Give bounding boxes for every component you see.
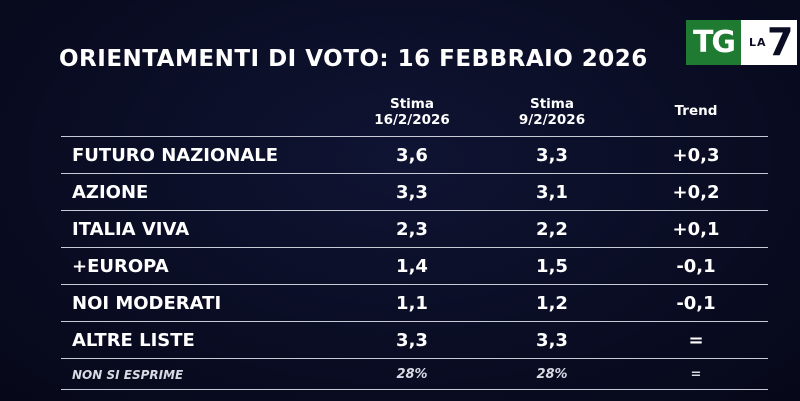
current-estimate: 3,3 bbox=[396, 330, 428, 351]
tgla7-logo: TG LA 7 bbox=[686, 20, 797, 65]
previous-estimate: 1,5 bbox=[536, 256, 568, 277]
trend-value: -0,1 bbox=[676, 293, 716, 314]
current-estimate: 1,1 bbox=[396, 293, 428, 314]
column-header-current-line2: 16/2/2026 bbox=[374, 112, 450, 128]
previous-estimate: 3,3 bbox=[536, 145, 568, 166]
party-name: FUTURO NAZIONALE bbox=[72, 145, 279, 166]
column-header-trend: Trend bbox=[674, 103, 718, 119]
trend-value: +0,2 bbox=[672, 182, 720, 203]
table-row-no-opinion: NON SI ESPRIME 28% 28% = bbox=[61, 358, 768, 390]
party-name: +EUROPA bbox=[72, 256, 169, 277]
previous-estimate: 28% bbox=[536, 367, 568, 382]
table-row: NOI MODERATI 1,1 1,2 -0,1 bbox=[61, 284, 768, 321]
trend-value: = bbox=[688, 330, 704, 351]
column-header-previous-line1: Stima bbox=[530, 96, 574, 112]
table-row: ITALIA VIVA 2,3 2,2 +0,1 bbox=[61, 210, 768, 247]
column-header-previous-line2: 9/2/2026 bbox=[518, 112, 586, 128]
logo-la: LA bbox=[749, 36, 767, 49]
column-header-previous: Stima 9/2/2026 bbox=[490, 96, 614, 128]
table-row: AZIONE 3,3 3,1 +0,2 bbox=[61, 173, 768, 210]
current-estimate: 2,3 bbox=[396, 219, 428, 240]
trend-value: +0,3 bbox=[672, 145, 720, 166]
table-row: ALTRE LISTE 3,3 3,3 = bbox=[61, 321, 768, 358]
current-estimate: 1,4 bbox=[396, 256, 428, 277]
party-name: ITALIA VIVA bbox=[72, 219, 190, 240]
current-estimate: 28% bbox=[396, 367, 428, 382]
trend-value: -0,1 bbox=[676, 256, 716, 277]
column-header-current-line1: Stima bbox=[390, 96, 434, 112]
party-name: NOI MODERATI bbox=[72, 293, 222, 314]
page-title: ORIENTAMENTI DI VOTO: 16 FEBBRAIO 2026 bbox=[59, 46, 648, 72]
party-name: ALTRE LISTE bbox=[72, 330, 195, 351]
logo-la7: LA 7 bbox=[741, 20, 797, 65]
previous-estimate: 1,2 bbox=[536, 293, 568, 314]
table-row: FUTURO NAZIONALE 3,6 3,3 +0,3 bbox=[61, 136, 768, 173]
previous-estimate: 2,2 bbox=[536, 219, 568, 240]
current-estimate: 3,3 bbox=[396, 182, 428, 203]
logo-seven: 7 bbox=[767, 20, 794, 64]
party-name: AZIONE bbox=[72, 182, 149, 203]
table-row: +EUROPA 1,4 1,5 -0,1 bbox=[61, 247, 768, 284]
column-header-current: Stima 16/2/2026 bbox=[350, 96, 474, 128]
logo-tg: TG bbox=[686, 20, 741, 65]
trend-value: +0,1 bbox=[672, 219, 720, 240]
party-name: NON SI ESPRIME bbox=[72, 368, 184, 382]
current-estimate: 3,6 bbox=[396, 145, 428, 166]
previous-estimate: 3,1 bbox=[536, 182, 568, 203]
previous-estimate: 3,3 bbox=[536, 330, 568, 351]
poll-table: FUTURO NAZIONALE 3,6 3,3 +0,3 AZIONE 3,3… bbox=[61, 136, 768, 390]
trend-value: = bbox=[690, 367, 702, 382]
